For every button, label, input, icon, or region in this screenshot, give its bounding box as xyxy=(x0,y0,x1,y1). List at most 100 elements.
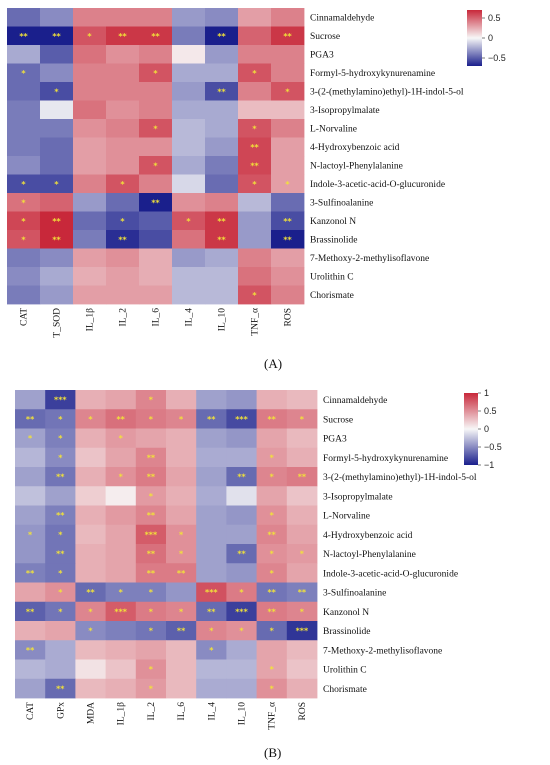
heatmap-cell xyxy=(238,137,272,157)
significance-marker: * xyxy=(252,291,257,300)
colorbar-tick-label: 0.5 xyxy=(488,13,501,23)
significance-marker: ** xyxy=(237,473,246,482)
heatmap-cell xyxy=(40,63,74,83)
heatmap-cell xyxy=(226,467,257,487)
heatmap-cell xyxy=(15,601,46,622)
heatmap-cell xyxy=(196,486,227,506)
heatmap-cell xyxy=(105,486,137,506)
heatmap-cell xyxy=(286,640,318,660)
heatmap-cell xyxy=(105,428,137,449)
significance-marker: * xyxy=(252,124,257,133)
heatmap-cell xyxy=(73,193,107,212)
heatmap-cell xyxy=(75,601,106,622)
heatmap-cell xyxy=(7,137,41,157)
significance-marker: ** xyxy=(56,511,65,520)
column-label: IL_4 xyxy=(185,308,195,327)
heatmap-cell xyxy=(271,63,305,83)
heatmap-cell xyxy=(7,193,41,212)
heatmap-cell xyxy=(7,45,41,64)
panel-label-a: (A) xyxy=(264,356,283,371)
heatmap-cell xyxy=(256,390,288,410)
heatmap-cell xyxy=(135,582,167,603)
column-label: GPx xyxy=(56,702,66,719)
significance-marker: ** xyxy=(56,684,65,693)
colorbar-tick-label: 0 xyxy=(484,424,489,434)
significance-marker: *** xyxy=(114,607,127,616)
significance-marker: * xyxy=(149,492,154,501)
heatmap-cell xyxy=(226,563,257,583)
significance-marker: * xyxy=(58,415,63,424)
heatmap-cell xyxy=(15,486,46,506)
heatmap-cell xyxy=(45,428,76,449)
heatmap-cell xyxy=(256,428,288,449)
significance-marker: ** xyxy=(298,588,307,597)
heatmap-cell xyxy=(139,211,173,231)
heatmap-cell xyxy=(139,230,173,249)
significance-marker: ** xyxy=(283,235,292,244)
heatmap-cell xyxy=(226,640,257,660)
significance-marker: * xyxy=(21,235,26,244)
significance-marker: * xyxy=(300,607,305,616)
significance-marker: ** xyxy=(268,530,277,539)
heatmap-cell xyxy=(139,82,173,101)
heatmap-cell xyxy=(196,659,227,680)
heatmap-cell xyxy=(75,678,106,699)
heatmap-cell xyxy=(226,447,257,468)
significance-marker: * xyxy=(270,550,275,559)
significance-marker: ** xyxy=(52,217,61,226)
heatmap-cell xyxy=(286,428,318,449)
heatmap-cell xyxy=(7,26,41,46)
heatmap-cell xyxy=(45,678,76,699)
heatmap-cell xyxy=(205,137,239,157)
significance-marker: *** xyxy=(54,396,67,405)
heatmap-cell xyxy=(139,100,173,120)
heatmap-cell xyxy=(45,621,76,641)
heatmap-cell xyxy=(286,582,318,603)
heatmap-cell xyxy=(238,8,272,27)
heatmap-cell xyxy=(73,100,107,120)
heatmap-cell xyxy=(226,409,257,429)
heatmap-cell xyxy=(75,505,106,526)
heatmap-cell xyxy=(286,678,318,699)
row-label: Brassinolide xyxy=(323,627,371,637)
significance-marker: ** xyxy=(237,550,246,559)
heatmap-cell xyxy=(226,524,257,545)
heatmap-cell xyxy=(256,544,288,564)
heatmap-cell xyxy=(15,640,46,660)
heatmap-cell xyxy=(226,390,257,410)
significance-marker: * xyxy=(153,124,158,133)
heatmap-cell xyxy=(271,248,305,268)
significance-marker: ** xyxy=(268,607,277,616)
heatmap-cell xyxy=(271,8,305,27)
significance-marker: ** xyxy=(283,32,292,41)
heatmap-cell xyxy=(7,156,41,175)
heatmap-cell xyxy=(40,45,74,64)
heatmap-cell xyxy=(105,467,137,487)
significance-marker: * xyxy=(149,665,154,674)
heatmap-cell xyxy=(238,248,272,268)
significance-marker: ** xyxy=(26,569,35,578)
heatmap-cell xyxy=(238,211,272,231)
heatmap-cell xyxy=(73,248,107,268)
row-label: Indole-3-acetic-acid-O-glucuronide xyxy=(323,569,458,579)
significance-marker: ** xyxy=(26,607,35,616)
row-label: Cinnamaldehyde xyxy=(310,14,374,24)
significance-marker: * xyxy=(270,569,275,578)
heatmap-cell xyxy=(196,524,227,545)
heatmap-cell xyxy=(271,285,305,305)
heatmap-cell xyxy=(73,267,107,286)
column-label: IL_6 xyxy=(152,308,162,327)
heatmap-cell xyxy=(139,174,173,194)
colorbar-tick-label: 0.5 xyxy=(484,406,497,416)
heatmap-cell xyxy=(106,156,140,175)
heatmap-cell xyxy=(15,563,46,583)
significance-marker: * xyxy=(285,87,290,96)
heatmap-cell xyxy=(271,45,305,64)
heatmap-cell xyxy=(271,230,305,249)
significance-marker: * xyxy=(149,684,154,693)
heatmap-cell xyxy=(286,544,318,564)
heatmap-cell xyxy=(139,26,173,46)
heatmap-cell xyxy=(7,230,41,249)
heatmap-cell xyxy=(226,428,257,449)
heatmap-cell xyxy=(135,544,167,564)
